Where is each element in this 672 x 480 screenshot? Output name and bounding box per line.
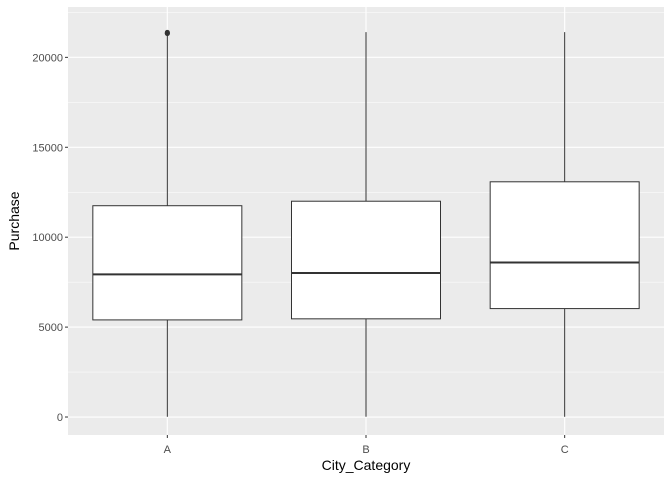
boxes bbox=[92, 29, 640, 417]
box-c bbox=[489, 32, 640, 417]
y-tick-label: 20000 bbox=[32, 52, 63, 64]
y-axis: 0 5000 10000 15000 20000 bbox=[32, 52, 68, 424]
y-tick-label: 5000 bbox=[39, 322, 63, 334]
outlier-point bbox=[164, 31, 170, 37]
box-body bbox=[291, 200, 441, 320]
y-tick-label: 15000 bbox=[32, 142, 63, 154]
x-tick-label: B bbox=[362, 444, 369, 456]
box-a bbox=[92, 29, 243, 417]
box-b bbox=[291, 32, 441, 417]
y-tick-label: 0 bbox=[57, 412, 63, 424]
x-tick-label: C bbox=[561, 444, 569, 456]
x-tick-label: A bbox=[164, 444, 172, 456]
y-axis-title: Purchase bbox=[6, 191, 22, 250]
box-body bbox=[489, 181, 640, 310]
x-axis: A B C bbox=[164, 435, 569, 456]
y-tick-label: 10000 bbox=[32, 232, 63, 244]
x-axis-title: City_Category bbox=[322, 457, 411, 473]
box-body bbox=[92, 205, 243, 321]
